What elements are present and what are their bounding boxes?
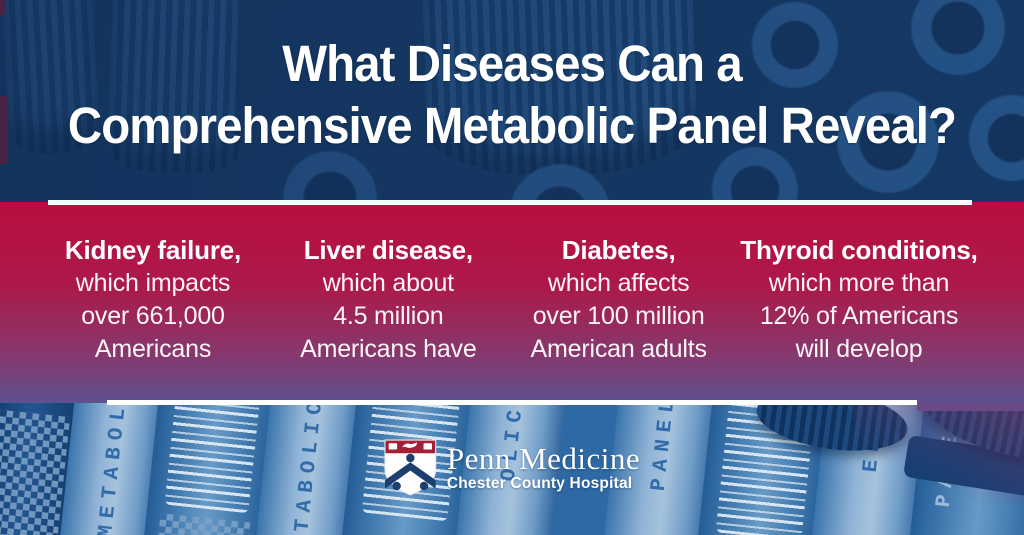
- stat-column-kidney: Kidney failure, which impacts over 661,0…: [38, 234, 268, 366]
- stat-line: 4.5 million: [333, 302, 444, 330]
- tube-label: METABOL: [94, 403, 133, 535]
- logo-text: Penn Medicine Chester County Hospital: [446, 440, 641, 493]
- stat-line: which affects: [547, 269, 690, 297]
- stat-heading: Thyroid conditions,: [740, 235, 978, 265]
- divider-bottom: [107, 400, 917, 405]
- barcode-lines: [164, 403, 261, 514]
- logo-name: Penn Medicine: [446, 440, 641, 476]
- logo-lockup: Penn Medicine Chester County Hospital: [384, 439, 640, 496]
- title-line-2: Comprehensive Metabolic Panel Reveal?: [67, 97, 957, 154]
- stat-line: which impacts: [75, 269, 231, 297]
- band-edge-decoration: [917, 403, 1024, 411]
- footer-section: METABOL TABOLIC OLIC PANEL EL PANEL: [0, 403, 1024, 535]
- penn-shield-icon: [384, 439, 437, 496]
- divider-top: [48, 200, 972, 205]
- tube-label: PANEL: [647, 403, 681, 493]
- hero-section: What Diseases Can a Comprehensive Metabo…: [0, 0, 1024, 202]
- stat-columns: Kidney failure, which impacts over 661,0…: [0, 234, 1024, 366]
- barcode-matrix: [0, 409, 71, 535]
- stat-column-diabetes: Diabetes, which affects over 100 million…: [509, 234, 729, 366]
- stat-line: will develop: [795, 335, 923, 363]
- barcode-matrix: [152, 513, 250, 535]
- stat-line: Americans: [94, 335, 212, 363]
- logo-subtitle: Chester County Hospital: [446, 474, 633, 492]
- stat-line: over 661,000: [81, 302, 225, 330]
- stat-heading: Diabetes,: [561, 235, 676, 265]
- stat-column-liver: Liver disease, which about 4.5 million A…: [278, 234, 498, 366]
- stat-heading: Liver disease,: [303, 235, 473, 265]
- tube-label: TABOLIC: [291, 403, 329, 534]
- stat-heading: Kidney failure,: [64, 235, 242, 265]
- page-title: What Diseases Can a Comprehensive Metabo…: [36, 33, 988, 157]
- stat-line: over 100 million: [532, 302, 705, 330]
- stat-line: 12% of Americans: [759, 302, 959, 330]
- stat-line: American adults: [530, 335, 707, 363]
- stat-line: which more than: [768, 269, 950, 297]
- stat-line: which about: [322, 269, 454, 297]
- title-line-1: What Diseases Can a: [282, 35, 742, 92]
- stat-line: Americans have: [300, 335, 477, 363]
- purple-tint-overlay: [854, 403, 1024, 503]
- hero-overlay: [0, 0, 1024, 202]
- stats-band: [0, 202, 1024, 403]
- stat-column-thyroid: Thyroid conditions, which more than 12% …: [739, 234, 979, 366]
